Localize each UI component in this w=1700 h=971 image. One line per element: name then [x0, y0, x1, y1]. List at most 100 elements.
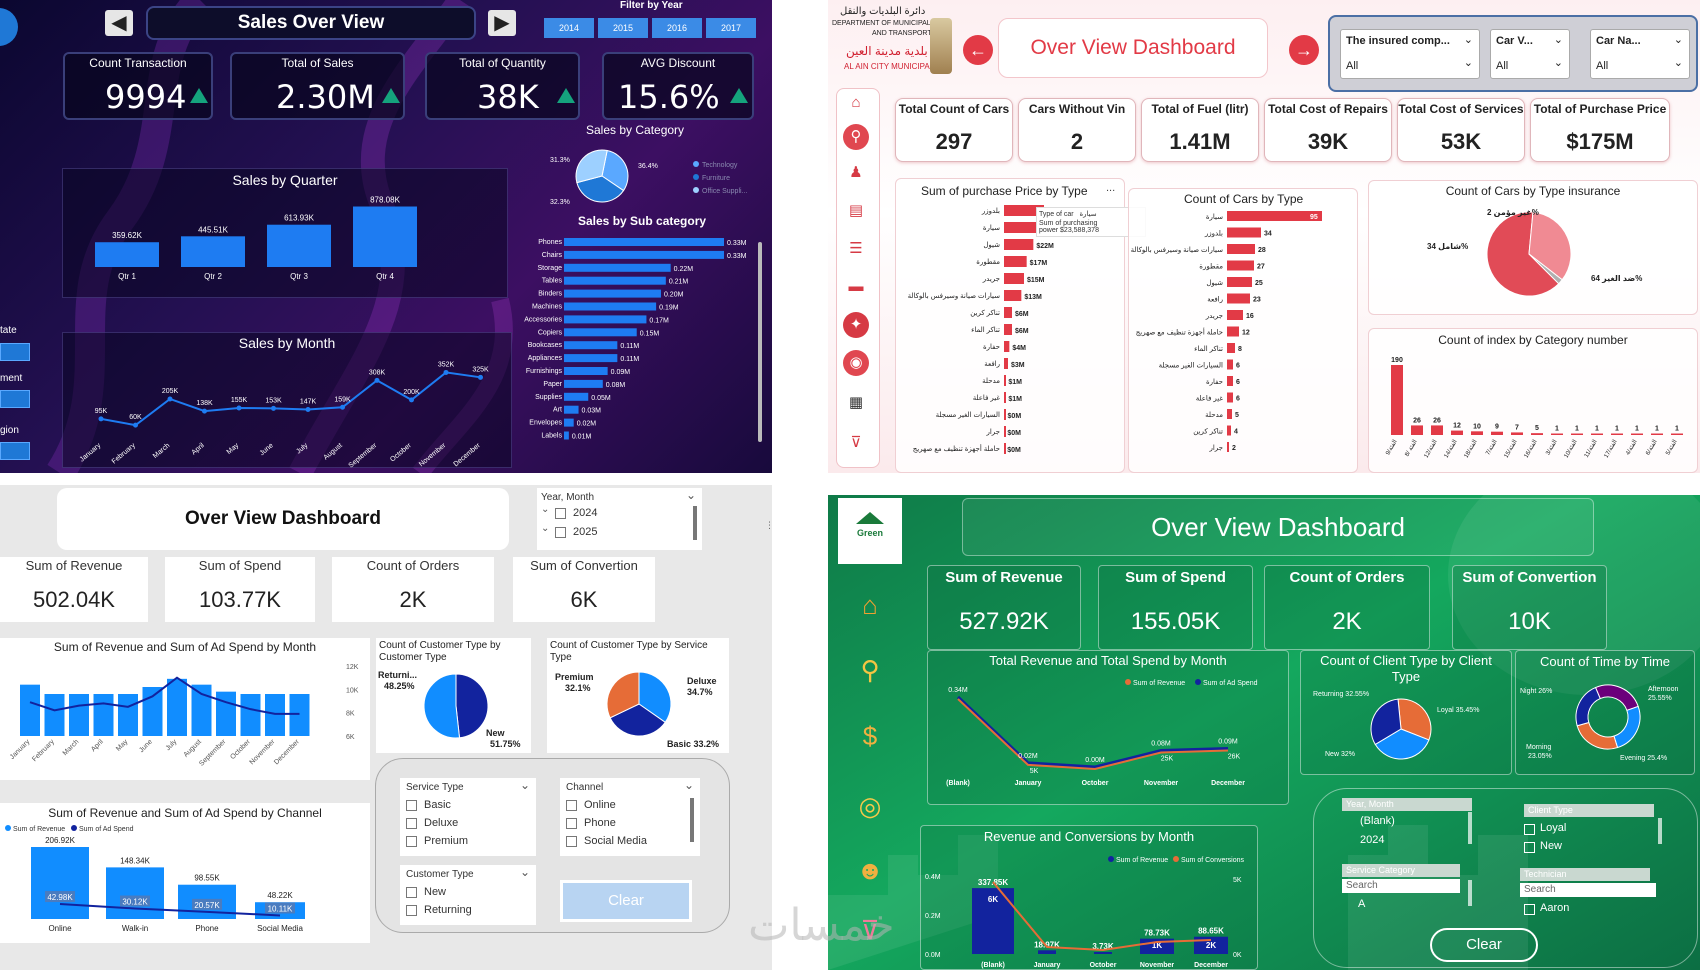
- scrollbar[interactable]: [690, 798, 694, 842]
- scrollbar[interactable]: [1658, 818, 1662, 844]
- clipboard-icon[interactable]: ▤: [848, 202, 864, 219]
- year-button-2015[interactable]: 2015: [598, 18, 648, 38]
- checkbox[interactable]: [566, 800, 577, 811]
- clear-filter-icon[interactable]: ⊽: [860, 915, 880, 945]
- slicer-label[interactable]: Technician: [1520, 868, 1650, 881]
- checkbox[interactable]: [406, 887, 417, 898]
- data-label: ضد الغير 64%: [1591, 274, 1642, 283]
- up-triangle-icon: [382, 88, 400, 103]
- document-icon[interactable]: ☰: [849, 240, 863, 257]
- slicer-label[interactable]: Client Type: [1524, 804, 1654, 817]
- checkbox[interactable]: [406, 836, 417, 847]
- data-label: 0.33M: [727, 240, 747, 247]
- scrollbar[interactable]: [758, 242, 762, 442]
- car-v-filter[interactable]: Car V... ⌄ All ⌄: [1490, 29, 1570, 79]
- checkbox[interactable]: [406, 905, 417, 916]
- search-input[interactable]: Search: [1520, 883, 1656, 897]
- coins-hand-icon[interactable]: ◎: [858, 791, 882, 821]
- slicer-option[interactable]: Deluxe: [424, 817, 459, 829]
- back-arrow-icon[interactable]: ◀: [105, 10, 133, 36]
- slicer-option[interactable]: A: [1358, 898, 1366, 910]
- year-button-2016[interactable]: 2016: [652, 18, 702, 38]
- state-slicer[interactable]: [0, 343, 30, 361]
- slicer-option[interactable]: Basic: [424, 799, 451, 811]
- home-icon[interactable]: ⌂: [862, 590, 878, 620]
- home-icon[interactable]: [0, 8, 18, 46]
- car-name-filter[interactable]: Car Na... ⌄ All ⌄: [1590, 29, 1690, 79]
- data-label: 153K: [265, 397, 282, 404]
- tick-label: October: [1090, 962, 1117, 969]
- data-label: 0.11M: [620, 343, 639, 350]
- scrollbar[interactable]: [693, 506, 697, 540]
- checkbox[interactable]: [566, 818, 577, 829]
- tick-label: July: [165, 738, 179, 752]
- checkbox[interactable]: [406, 818, 417, 829]
- slicer-option[interactable]: 2025: [573, 526, 598, 538]
- data-label: 3.73K: [1092, 942, 1114, 951]
- channel-slicer[interactable]: Channel ⌄ Online Phone Social Media: [560, 778, 700, 856]
- slicer-option[interactable]: New: [1540, 840, 1563, 852]
- clear-button[interactable]: Clear: [1430, 928, 1538, 962]
- scrollbar[interactable]: [1468, 812, 1472, 844]
- slicer-option[interactable]: Social Media: [584, 835, 647, 847]
- slicer-option[interactable]: 2024: [573, 507, 598, 519]
- next-arrow-icon[interactable]: →: [1289, 35, 1319, 65]
- search-icon[interactable]: ⚲: [843, 124, 869, 150]
- slicer-label[interactable]: Year, Month: [1342, 798, 1472, 811]
- search-icon[interactable]: ⚲: [860, 655, 880, 685]
- year-button-2014[interactable]: 2014: [544, 18, 594, 38]
- tick-label: سيارات صيانة وسيرفس بالوكالة: [1131, 246, 1224, 254]
- more-options-icon[interactable]: ...: [1106, 182, 1116, 194]
- tick-label: 0.0M: [925, 952, 941, 959]
- slicer-option[interactable]: New: [424, 886, 447, 898]
- divider-marks: ⋮: [765, 520, 774, 530]
- search-input[interactable]: Search: [1342, 879, 1460, 893]
- slicer-option[interactable]: Returning: [424, 904, 472, 916]
- fuel-icon[interactable]: ◉: [843, 350, 869, 376]
- pie-slice: [1528, 211, 1572, 281]
- checkbox[interactable]: [555, 508, 566, 519]
- people-icon[interactable]: ♟: [849, 164, 863, 181]
- slicer-option[interactable]: Premium: [424, 835, 469, 847]
- service-type-slicer[interactable]: Service Type ⌄ Basic Deluxe Premium: [400, 778, 536, 856]
- bar: [1227, 425, 1231, 436]
- slicer-option[interactable]: Online: [584, 799, 616, 811]
- money-bag-icon[interactable]: $: [862, 721, 878, 751]
- slicer-option[interactable]: 2024: [1360, 834, 1385, 846]
- checkbox[interactable]: [406, 800, 417, 811]
- checkbox[interactable]: [566, 836, 577, 847]
- segment-slicer[interactable]: [0, 390, 30, 408]
- clear-filter-icon[interactable]: ⊽: [850, 434, 862, 451]
- calendar-icon[interactable]: ▦: [848, 394, 864, 411]
- slicer-option[interactable]: (Blank): [1360, 815, 1395, 827]
- year-button-2017[interactable]: 2017: [706, 18, 756, 38]
- chart-title: Sum of Revenue and Sum of Ad Spend by Mo…: [53, 640, 317, 654]
- checkbox[interactable]: [1524, 842, 1535, 853]
- slicer-label[interactable]: Service Category: [1342, 864, 1460, 877]
- slicer-option[interactable]: Loyal: [1540, 822, 1567, 834]
- region-slicer[interactable]: [0, 442, 30, 460]
- kpi-card: Count Transaction 9994: [63, 52, 213, 120]
- data-label: Morning: [1526, 744, 1551, 751]
- expand-chevron-icon[interactable]: ⌄: [541, 523, 550, 534]
- slicer-option[interactable]: Phone: [584, 817, 616, 829]
- checkbox[interactable]: [555, 527, 566, 538]
- checkbox[interactable]: [1524, 824, 1535, 835]
- scrollbar[interactable]: [1468, 880, 1472, 906]
- tick-label: Copiers: [538, 329, 563, 336]
- customer-type-slicer[interactable]: Customer Type ⌄ New Returning: [400, 865, 536, 925]
- car-icon[interactable]: ▬: [848, 278, 864, 295]
- year-slicer[interactable]: Year, Month ⌄ ⌄ 2024 ⌄ 2025: [537, 488, 702, 550]
- forward-arrow-icon[interactable]: ▶: [488, 10, 516, 36]
- service-icon[interactable]: ✦: [843, 312, 869, 338]
- clear-button[interactable]: Clear: [560, 880, 692, 922]
- insured-company-filter[interactable]: The insured comp... ⌄ All ⌄: [1340, 29, 1480, 79]
- data-label: 51.75%: [490, 739, 521, 749]
- home-icon[interactable]: ⌂: [851, 94, 861, 111]
- slicer-option[interactable]: Aaron: [1540, 902, 1570, 914]
- expand-chevron-icon[interactable]: ⌄: [541, 504, 550, 515]
- people-money-icon[interactable]: ☻: [856, 855, 884, 885]
- checkbox[interactable]: [1524, 904, 1535, 915]
- tick-label: تناكر الماء: [971, 326, 1000, 334]
- prev-arrow-icon[interactable]: ←: [963, 35, 993, 65]
